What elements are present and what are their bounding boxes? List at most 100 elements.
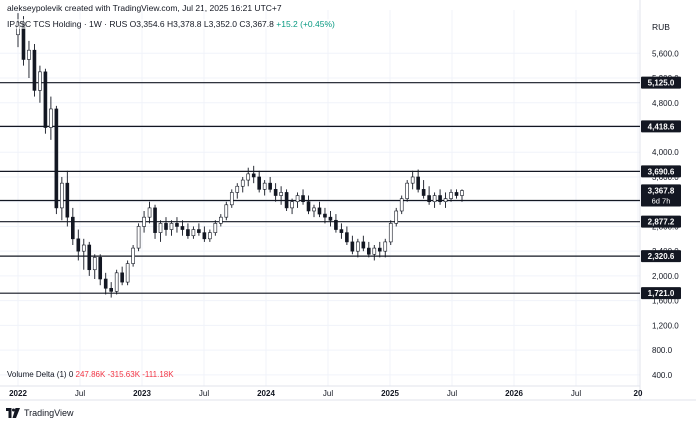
candle-body	[432, 195, 437, 203]
open-value: O3,354.6	[129, 19, 165, 29]
candle-body	[169, 223, 174, 230]
candle-body	[334, 219, 338, 230]
candle-body	[219, 216, 223, 224]
candle-body	[394, 210, 399, 224]
candle-body	[427, 195, 431, 203]
candle-body	[438, 195, 442, 203]
x-tick-label: Jul	[75, 389, 85, 398]
current-price-label: 3,367.8	[648, 186, 675, 195]
candle-body	[312, 207, 316, 212]
candle-body	[125, 263, 130, 283]
candle-body	[76, 238, 81, 252]
x-tick-label: 2024	[257, 389, 275, 398]
candle-body	[120, 272, 124, 283]
candle-body	[103, 278, 108, 289]
candle-body	[65, 182, 70, 218]
symbol-name[interactable]: IPJSC TCS Holding · 1W · RUS	[7, 19, 128, 29]
level-tag	[641, 120, 681, 133]
candle-body	[32, 49, 37, 91]
price-tags: 5,125.04,418.63,690.63,219.62,877.22,320…	[641, 76, 681, 300]
candle-body	[460, 190, 464, 196]
candle-body	[443, 198, 448, 203]
candle-body	[208, 232, 212, 240]
volume-delta-legend: Volume Delta (1) 0 247.86K -315.63K -111…	[7, 370, 174, 379]
candle-body	[251, 173, 256, 178]
candle-body	[202, 232, 207, 240]
volume-zero: 0	[68, 370, 74, 379]
tradingview-logo-icon	[6, 408, 20, 418]
level-tag-label: 2,877.2	[648, 218, 675, 227]
volume-label[interactable]: Volume Delta (1)	[7, 370, 67, 379]
x-tick-label: 2026	[505, 389, 523, 398]
candle-body	[240, 179, 245, 187]
price-axis: 400.0800.01,200.01,600.02,000.02,400.02,…	[652, 49, 679, 380]
candle-body	[295, 195, 300, 203]
candle-body	[301, 195, 305, 203]
x-tick-label: 2022	[9, 389, 27, 398]
x-tick-label: Jul	[571, 389, 581, 398]
candle-body	[323, 213, 327, 218]
candle-body	[273, 189, 278, 196]
volume-value-3: -111.18K	[142, 370, 174, 379]
candle-body	[224, 204, 229, 218]
candle-body	[43, 71, 48, 128]
candle-body	[377, 247, 382, 252]
candle-body	[38, 71, 42, 91]
chart-caption: alekseypolevik created with TradingView.…	[7, 3, 282, 13]
candle-body	[257, 176, 261, 190]
candle-body	[164, 223, 168, 230]
candle-body	[158, 223, 163, 233]
level-tag-label: 2,320.6	[648, 252, 675, 261]
y-tick-label: 1,200.0	[652, 321, 679, 330]
time-axis: 2022 Jul 2023 Jul 2024 Jul 2025 Jul 2026 Jul 20	[9, 389, 643, 398]
footer-brand[interactable]: TradingView	[6, 404, 74, 422]
candle-body	[60, 182, 64, 209]
level-tag	[641, 165, 681, 178]
candle-body	[279, 192, 283, 196]
candle-body	[235, 185, 240, 193]
candle-body	[114, 272, 119, 292]
x-tick-label: Jul	[323, 389, 333, 398]
x-tick-label: 2023	[133, 389, 151, 398]
candle-body	[197, 229, 201, 233]
currency-label: RUB	[652, 22, 670, 32]
candle-body	[356, 241, 360, 252]
close-value: C3,367.8	[239, 19, 274, 29]
candle-body	[229, 192, 234, 206]
candle-body	[290, 201, 294, 209]
candle-body	[175, 223, 179, 227]
level-tag	[641, 287, 681, 300]
volume-value-1: 247.86K	[75, 370, 106, 379]
candle-body	[27, 49, 31, 60]
candle-body	[421, 189, 426, 196]
y-tick-label: 800.0	[652, 346, 673, 355]
candle-body	[306, 201, 311, 212]
candle-body	[71, 216, 75, 240]
y-tick-label: 1,600.0	[652, 297, 679, 306]
x-tick-label: Jul	[199, 389, 209, 398]
candle-body	[98, 257, 103, 280]
y-tick-label: 4,800.0	[652, 99, 679, 108]
candle-body	[399, 198, 404, 212]
level-tag	[641, 215, 681, 228]
candle-body	[339, 229, 344, 233]
candle-body	[213, 223, 218, 233]
change-value: +15.2 (+0.45%)	[276, 19, 335, 29]
candle-body	[92, 257, 97, 271]
x-tick-label: 20	[634, 389, 643, 398]
current-price-tag	[641, 184, 681, 207]
candles	[16, 13, 464, 298]
y-tick-label: 5,600.0	[652, 49, 679, 58]
candle-body	[388, 223, 393, 243]
horizontal-levels	[0, 82, 640, 294]
candle-body	[416, 176, 420, 190]
candle-body	[383, 241, 388, 252]
candle-body	[367, 247, 371, 255]
level-tag-label: 4,418.6	[648, 122, 675, 131]
candle-body	[136, 226, 141, 249]
candle-body	[410, 176, 415, 184]
candle-body	[87, 244, 92, 271]
candle-body	[180, 226, 185, 230]
y-tick-label: 3,600.0	[652, 173, 679, 182]
